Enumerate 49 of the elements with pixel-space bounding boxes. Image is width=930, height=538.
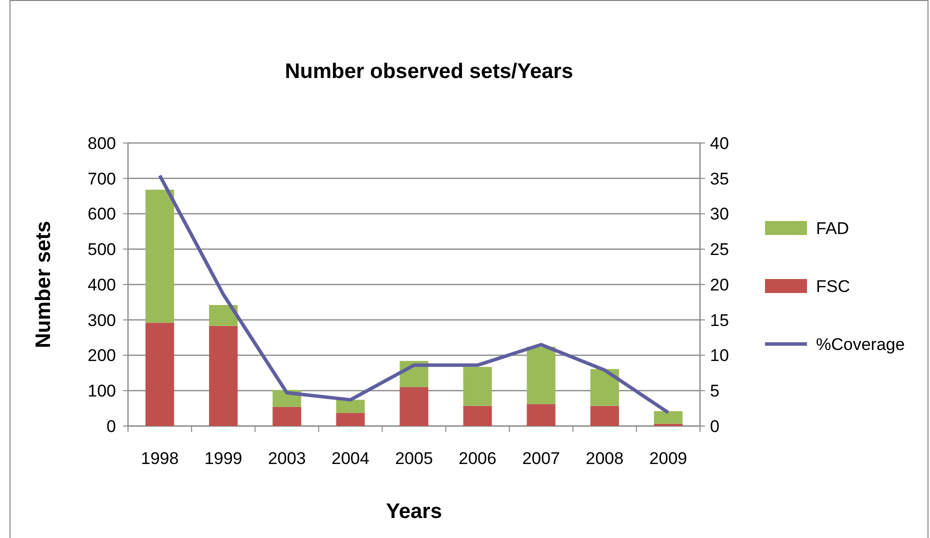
bar <box>463 406 492 426</box>
bar <box>336 400 365 413</box>
y2-tick-label: 5 <box>710 382 720 401</box>
y-tick-label: 100 <box>88 382 116 401</box>
y2-tick-label: 35 <box>710 169 729 188</box>
y-tick-label: 700 <box>88 169 116 188</box>
bar <box>463 366 492 406</box>
y-tick-label: 800 <box>88 134 116 153</box>
bar <box>209 326 238 426</box>
bar <box>590 369 619 406</box>
y2-tick-label: 15 <box>710 310 729 330</box>
y-tick-label: 400 <box>88 275 116 294</box>
x-tick-label: 1998 <box>140 449 179 468</box>
bar <box>526 346 556 404</box>
bar <box>145 322 174 426</box>
legend-label: %Coverage <box>816 334 905 354</box>
x-tick-label: 2009 <box>649 449 688 468</box>
line-series <box>158 174 670 414</box>
bar <box>654 411 683 424</box>
x-axis-title: Years <box>386 500 442 523</box>
bar <box>590 406 619 426</box>
y-tick-label: 300 <box>88 310 116 330</box>
x-tick-label: 2004 <box>332 449 370 468</box>
chart-title: Number observed sets/Years <box>284 60 574 83</box>
bar <box>526 404 556 426</box>
y2-tick-label: 40 <box>710 134 729 153</box>
bar <box>272 406 302 426</box>
bar <box>336 412 365 426</box>
y-tick-label: 200 <box>88 346 116 366</box>
legend-label: FAD <box>816 218 850 238</box>
bar <box>145 190 174 323</box>
y-tick-label: 500 <box>88 240 116 260</box>
y-tick-label: 600 <box>88 204 116 224</box>
x-tick-label: 1999 <box>204 449 242 468</box>
y2-tick-label: 0 <box>710 416 720 436</box>
y-axis-title: Number sets <box>32 220 55 348</box>
legend-label: FSC <box>816 276 850 296</box>
y2-tick-label: 30 <box>710 204 729 224</box>
y-tick-label: 0 <box>106 416 116 436</box>
x-tick-label: 2008 <box>586 449 624 468</box>
y2-tick-label: 25 <box>710 240 729 260</box>
y2-tick-label: 20 <box>710 275 729 294</box>
bar <box>209 305 238 326</box>
x-tick-label: 2006 <box>458 449 496 468</box>
y2-tick-label: 10 <box>710 346 729 366</box>
x-tick-label: 2003 <box>268 449 306 468</box>
x-tick-label: 2007 <box>522 449 560 468</box>
x-tick-label: 2005 <box>395 449 433 468</box>
bar <box>400 387 428 426</box>
